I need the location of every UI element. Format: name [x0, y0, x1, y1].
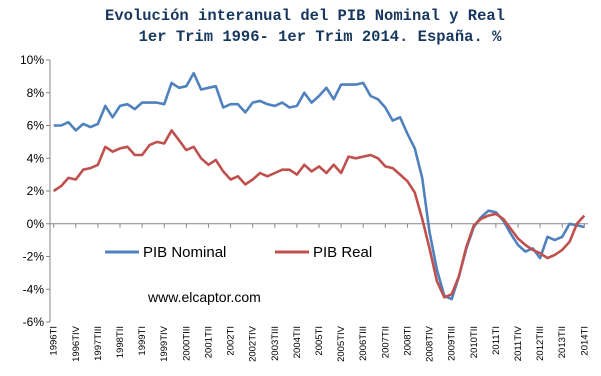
- x-tick-label: 2005TI: [314, 326, 325, 356]
- x-tick-label: 2014TI: [579, 326, 590, 356]
- legend-label: PIB Real: [313, 244, 372, 261]
- x-tick-label: 2007TII: [380, 326, 391, 358]
- x-tick-label: 1997TIII: [93, 326, 104, 361]
- x-tick-label: 2012TIII: [535, 326, 546, 361]
- line: [52, 129, 586, 299]
- x-tick-label: 2002TI: [226, 326, 237, 356]
- x-tick-label: 2008TI: [402, 326, 413, 356]
- x-tick-label: 2008TIV: [425, 325, 436, 362]
- x-tick-label: 2011TIV: [513, 325, 524, 361]
- annotation: www.elcaptor.com: [147, 289, 261, 305]
- x-tick-label: 2003TIII: [270, 326, 281, 361]
- chart-title: Evolución interanual del PIB Nominal y R…: [105, 7, 505, 25]
- x-tick-label: 1996TIV: [71, 325, 82, 362]
- y-tick-label: 4%: [27, 151, 45, 165]
- x-tick-label: 1996TI: [49, 326, 60, 356]
- x-tick-label: 1998TII: [115, 326, 126, 358]
- chart-title: 1er Trim 1996- 1er Trim 2014. España. %: [139, 28, 502, 46]
- legend-label: PIB Nominal: [143, 244, 226, 261]
- y-tick-label: 0%: [27, 217, 45, 231]
- x-tick-label: 2001TII: [203, 326, 214, 358]
- line: [53, 71, 585, 301]
- y-tick-label: -2%: [23, 250, 45, 264]
- x-tick-label: 2013TII: [557, 326, 568, 358]
- y-tick-label: -6%: [23, 315, 45, 329]
- x-tick-label: 1999TI: [137, 326, 148, 356]
- x-tick-label: 2002TIV: [248, 325, 259, 362]
- x-tick-label: 2000TIII: [181, 326, 192, 361]
- y-tick-label: -4%: [23, 282, 45, 296]
- x-tick-label: 2006TIII: [358, 326, 369, 361]
- y-tick-label: 6%: [27, 119, 45, 133]
- y-tick-label: 2%: [27, 184, 45, 198]
- y-tick-label: 8%: [27, 86, 45, 100]
- x-tick-label: 1999TIV: [159, 325, 170, 362]
- x-tick-label: 2004TII: [292, 326, 303, 358]
- x-tick-label: 2009TIII: [447, 326, 458, 361]
- x-tick-label: 2010TII: [469, 326, 480, 358]
- x-tick-label: 2005TIV: [336, 325, 347, 362]
- y-tick-label: 10%: [20, 53, 44, 67]
- x-tick-label: 2011TI: [491, 326, 502, 355]
